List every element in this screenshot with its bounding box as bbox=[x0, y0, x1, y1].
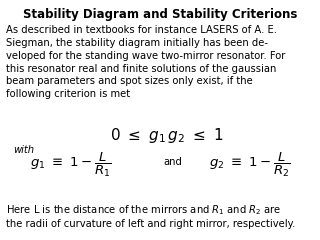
Text: $g_2 \ \equiv \ 1 - \dfrac{L}{R_2}$: $g_2 \ \equiv \ 1 - \dfrac{L}{R_2}$ bbox=[209, 151, 291, 180]
Text: with: with bbox=[13, 145, 34, 155]
Text: and: and bbox=[164, 157, 182, 167]
Text: Stability Diagram and Stability Criterions: Stability Diagram and Stability Criterio… bbox=[23, 8, 297, 21]
Text: Here L is the distance of the mirrors and $R_1$ and $R_2$ are
the radii of curva: Here L is the distance of the mirrors an… bbox=[6, 203, 296, 229]
Text: $g_1 \ \equiv \ 1 - \dfrac{L}{R_1}$: $g_1 \ \equiv \ 1 - \dfrac{L}{R_1}$ bbox=[29, 151, 111, 180]
Text: $0 \ \leq \ g_1 \, g_2 \ \leq \ 1$: $0 \ \leq \ g_1 \, g_2 \ \leq \ 1$ bbox=[110, 126, 223, 145]
Text: As described in textbooks for instance LASERS of A. E.
Siegman, the stability di: As described in textbooks for instance L… bbox=[6, 25, 286, 99]
